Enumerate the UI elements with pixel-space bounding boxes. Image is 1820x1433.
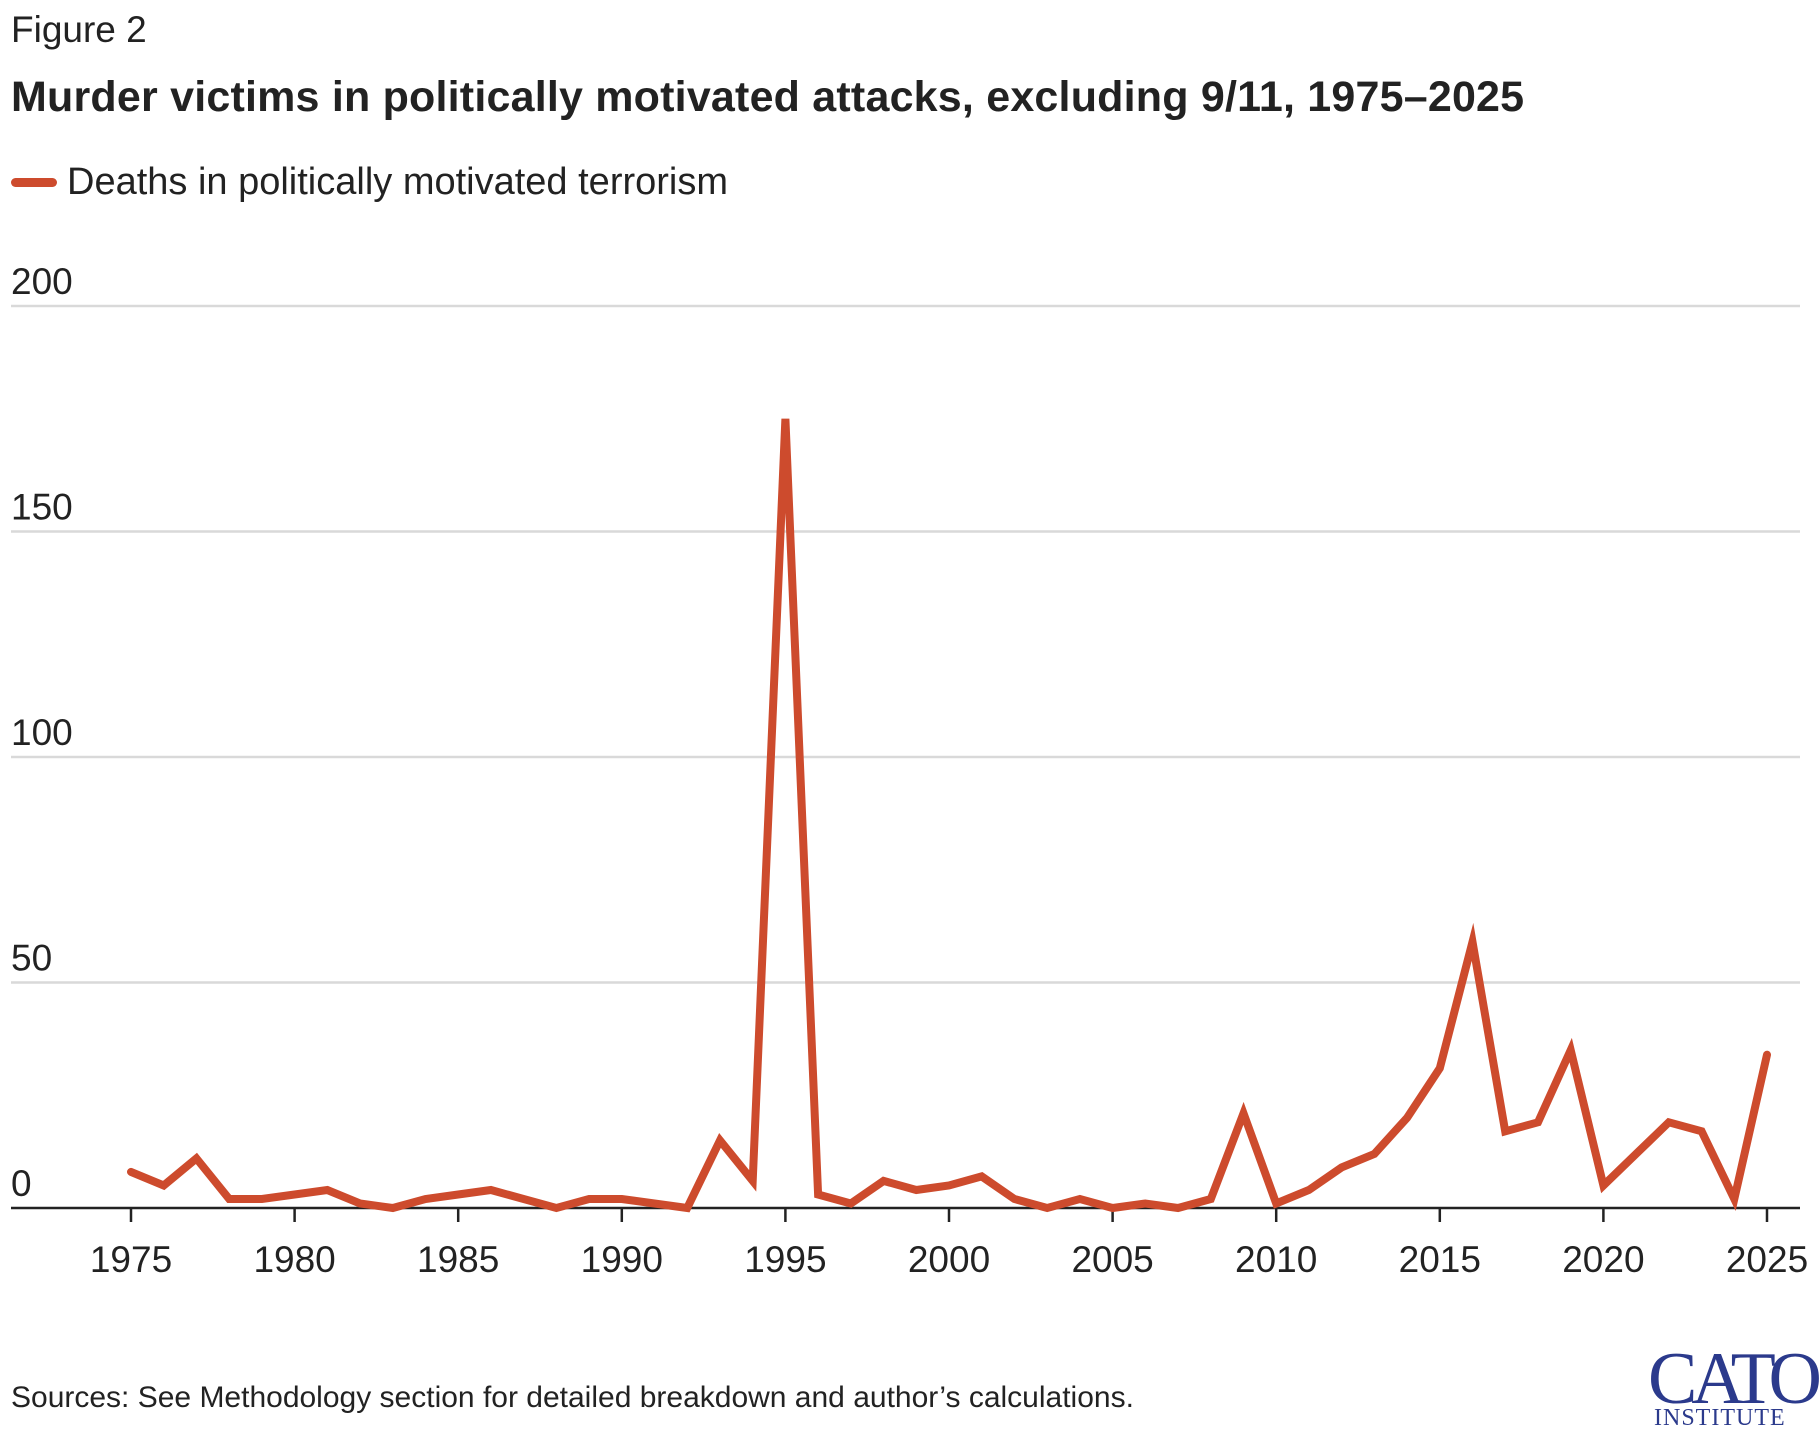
data-point-2015 bbox=[1437, 1065, 1443, 1071]
data-point-2007 bbox=[1175, 1205, 1181, 1211]
data-point-1999 bbox=[913, 1187, 919, 1193]
data-point-1998 bbox=[881, 1178, 887, 1184]
data-point-2019 bbox=[1568, 1047, 1574, 1053]
data-point-1979 bbox=[259, 1196, 265, 1202]
data-point-1980 bbox=[292, 1191, 298, 1197]
x-tick-label: 2020 bbox=[1562, 1239, 1644, 1280]
data-point-2003 bbox=[1044, 1205, 1050, 1211]
data-point-1990 bbox=[619, 1196, 625, 1202]
data-point-2014 bbox=[1404, 1115, 1410, 1121]
data-point-2004 bbox=[1077, 1196, 1083, 1202]
data-point-1975 bbox=[128, 1169, 134, 1175]
data-point-1989 bbox=[586, 1196, 592, 1202]
data-point-2000 bbox=[946, 1182, 952, 1188]
data-point-2006 bbox=[1142, 1200, 1148, 1206]
y-tick-label: 100 bbox=[11, 712, 73, 753]
data-point-1991 bbox=[652, 1200, 658, 1206]
x-tick-label: 2000 bbox=[908, 1239, 990, 1280]
data-point-1987 bbox=[521, 1196, 527, 1202]
x-tick-label: 2005 bbox=[1071, 1239, 1153, 1280]
y-axis-labels: 0 50 100 150 200 bbox=[11, 261, 73, 1204]
data-point-1978 bbox=[226, 1196, 232, 1202]
data-point-1988 bbox=[553, 1205, 559, 1211]
logo-main-text: CATO bbox=[1648, 1338, 1820, 1420]
data-point-2017 bbox=[1502, 1128, 1508, 1134]
legend-swatch bbox=[11, 178, 57, 187]
y-tick-label: 200 bbox=[11, 261, 73, 302]
data-point-1985 bbox=[455, 1191, 461, 1197]
data-point-1997 bbox=[848, 1200, 854, 1206]
data-point-1977 bbox=[193, 1155, 199, 1161]
x-axis bbox=[11, 1206, 1800, 1222]
data-point-2009 bbox=[1240, 1110, 1246, 1116]
data-point-2002 bbox=[1011, 1196, 1017, 1202]
legend-label: Deaths in politically motivated terroris… bbox=[67, 161, 729, 203]
x-axis-labels: 1975 1980 1985 1990 1995 2000 2005 2010 2015 2020… bbox=[90, 1239, 1808, 1280]
cato-institute-logo: CATO INSTITUTE bbox=[1648, 1338, 1820, 1432]
data-point-1994 bbox=[750, 1178, 756, 1184]
figure-label: Figure 2 bbox=[11, 9, 147, 50]
data-point-2021 bbox=[1633, 1151, 1639, 1157]
data-point-2013 bbox=[1371, 1151, 1377, 1157]
data-point-2024 bbox=[1731, 1196, 1737, 1202]
data-point-1976 bbox=[161, 1182, 167, 1188]
series-layer bbox=[127, 416, 1771, 1213]
data-point-1992 bbox=[684, 1205, 690, 1211]
data-point-2020 bbox=[1600, 1182, 1606, 1188]
x-tick-label: 1985 bbox=[417, 1239, 499, 1280]
data-point-1983 bbox=[390, 1205, 396, 1211]
source-note: Sources: See Methodology section for det… bbox=[11, 1381, 1134, 1414]
data-point-2018 bbox=[1535, 1119, 1541, 1125]
x-tick-label: 1990 bbox=[581, 1239, 663, 1280]
line-chart: 0 50 100 150 200 1975 1980 1985 1990 1995 2000 200… bbox=[11, 261, 1808, 1280]
legend: Deaths in politically motivated terroris… bbox=[11, 161, 728, 204]
data-point-1996 bbox=[815, 1191, 821, 1197]
data-point-1995 bbox=[782, 416, 788, 422]
data-point-2016 bbox=[1470, 939, 1476, 945]
data-point-2005 bbox=[1110, 1205, 1116, 1211]
logo-sub-text: INSTITUTE bbox=[1654, 1405, 1786, 1431]
gridlines bbox=[11, 304, 1800, 984]
x-tick-label: 1980 bbox=[253, 1239, 335, 1280]
data-point-2010 bbox=[1273, 1200, 1279, 1206]
data-point-2025 bbox=[1764, 1052, 1770, 1058]
data-point-2008 bbox=[1208, 1196, 1214, 1202]
y-tick-label: 50 bbox=[11, 938, 52, 979]
series-line-deaths bbox=[127, 418, 1771, 1213]
chart-title: Murder victims in politically motivated … bbox=[11, 73, 1525, 121]
data-point-1984 bbox=[422, 1196, 428, 1202]
data-point-2001 bbox=[979, 1173, 985, 1179]
data-point-2023 bbox=[1699, 1128, 1705, 1134]
data-point-1981 bbox=[324, 1187, 330, 1193]
x-tick-label: 1995 bbox=[744, 1239, 826, 1280]
data-point-2022 bbox=[1666, 1119, 1672, 1125]
data-point-1993 bbox=[717, 1137, 723, 1143]
x-tick-label: 2010 bbox=[1235, 1239, 1317, 1280]
y-tick-label: 0 bbox=[11, 1163, 32, 1204]
data-point-2012 bbox=[1339, 1164, 1345, 1170]
data-point-1986 bbox=[488, 1187, 494, 1193]
x-tick-label: 2015 bbox=[1399, 1239, 1481, 1280]
data-point-1982 bbox=[357, 1200, 363, 1206]
y-tick-label: 150 bbox=[11, 487, 73, 528]
x-tick-label: 1975 bbox=[90, 1239, 172, 1280]
data-point-2011 bbox=[1306, 1187, 1312, 1193]
x-tick-label: 2025 bbox=[1726, 1239, 1808, 1280]
